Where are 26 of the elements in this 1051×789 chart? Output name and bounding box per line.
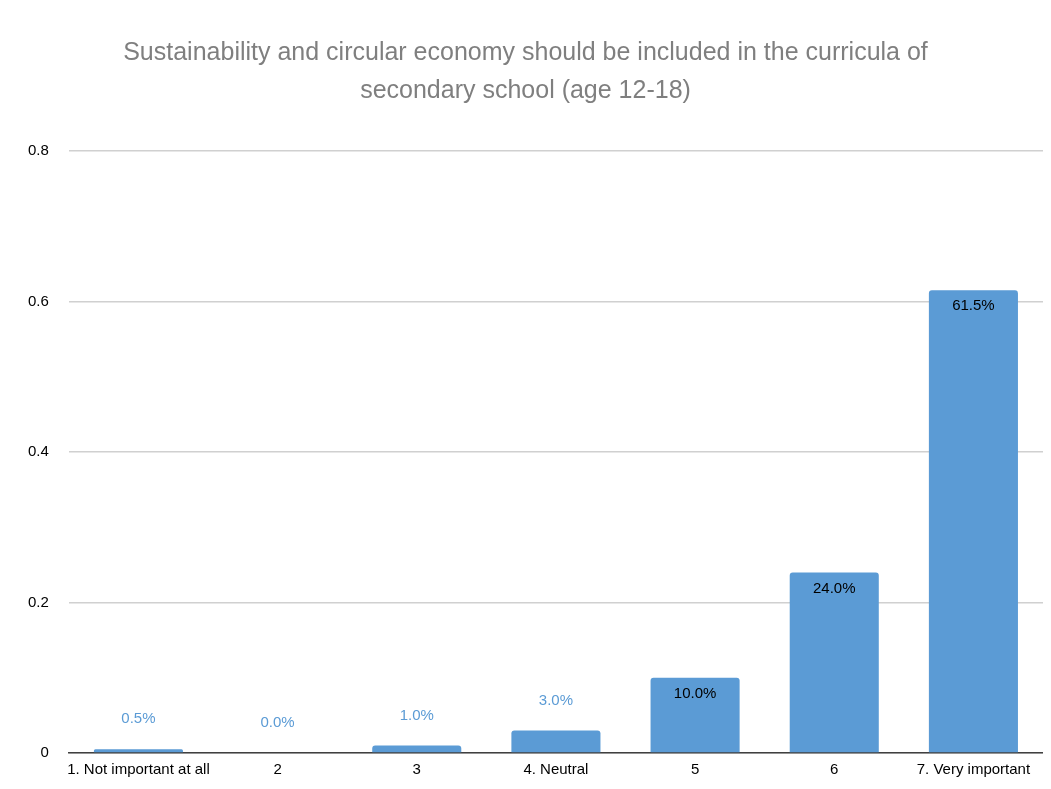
bar: [372, 745, 462, 753]
x-tick-label: 5: [690, 760, 700, 778]
bar: [93, 749, 183, 753]
x-tick-label: 3: [412, 760, 421, 778]
y-tick-label: 0: [40, 743, 49, 761]
data-label: 0.0%: [260, 713, 295, 731]
data-label: 61.5%: [952, 296, 995, 314]
x-tick-label: 6: [830, 760, 839, 778]
y-tick-label: 0.4: [27, 442, 49, 460]
data-label: 10.0%: [673, 683, 717, 701]
data-label: 24.0%: [812, 578, 856, 596]
data-label: 0.5%: [121, 709, 156, 727]
bar: [650, 677, 740, 753]
bar: [789, 572, 879, 753]
x-tick-label: 4. Neutral: [523, 760, 589, 778]
chart-title: Sustainability and circular economy should be included in the curricula of secondary school (age 12-18): [122, 36, 929, 105]
y-tick-label: 0.8: [27, 141, 49, 159]
x-tick-label: 7. Very important: [916, 760, 1031, 778]
bar: [511, 730, 601, 753]
x-tick-label: 1. Not important at all: [67, 760, 210, 778]
data-label: 3.0%: [538, 690, 574, 708]
x-tick-label: 2: [273, 760, 282, 778]
data-label: 1.0%: [399, 705, 434, 723]
y-tick-label: 0.6: [27, 291, 49, 309]
bar: [928, 290, 1018, 753]
y-tick-label: 0.2: [27, 592, 49, 610]
